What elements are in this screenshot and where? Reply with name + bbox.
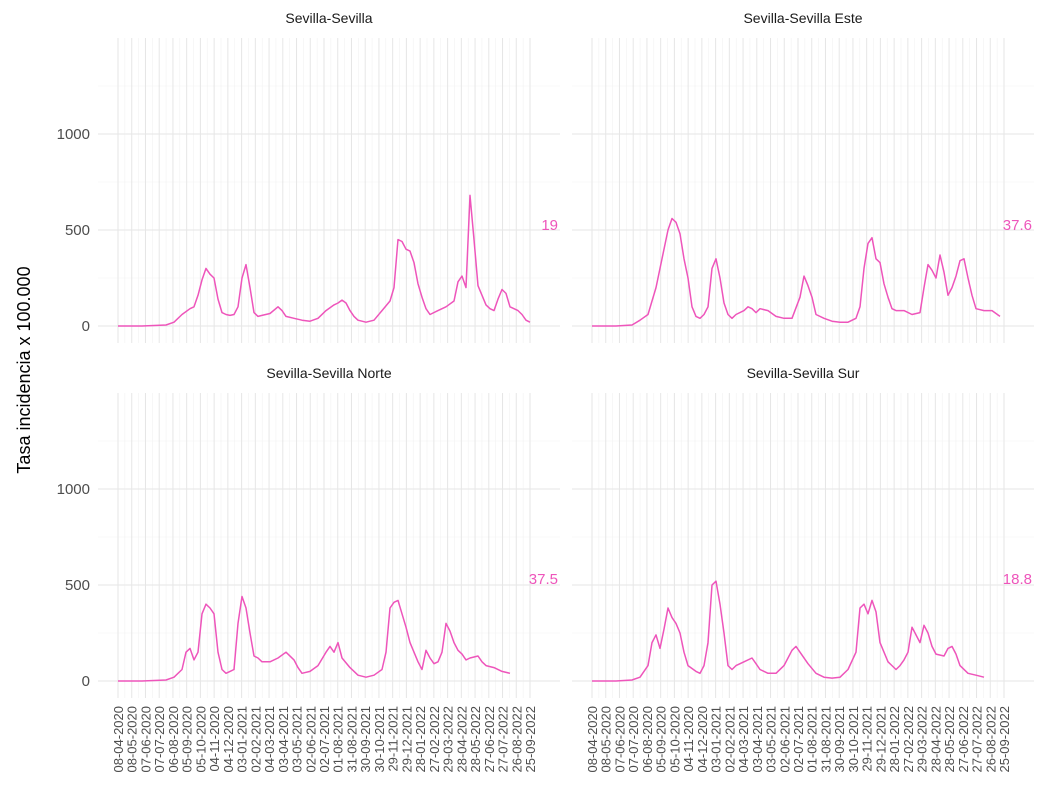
x-tick-label: 04-11-2020 xyxy=(207,706,222,772)
x-tick-label: 04-03-2021 xyxy=(262,706,277,773)
x-tick-label: 31-08-2021 xyxy=(819,706,834,773)
x-tick-label: 08-05-2020 xyxy=(125,706,140,773)
x-tick-label: 27-07-2022 xyxy=(970,706,985,773)
end-value-label: 19 xyxy=(541,217,558,234)
x-tick-label: 27-02-2022 xyxy=(901,706,916,773)
x-tick-label: 27-06-2022 xyxy=(956,706,971,773)
x-tick-label: 29-03-2022 xyxy=(915,706,930,773)
x-tick-label: 26-08-2022 xyxy=(983,706,998,773)
panel-title: Sevilla-Sevilla Sur xyxy=(747,365,860,381)
x-tick-label: 08-04-2020 xyxy=(585,706,600,773)
series-line xyxy=(592,580,985,682)
end-value-label: 18.8 xyxy=(1003,571,1032,588)
x-tick-label: 05-09-2020 xyxy=(180,706,195,773)
x-tick-label: 30-09-2021 xyxy=(832,706,847,773)
x-tick-label: 28-04-2022 xyxy=(928,706,943,773)
x-tick-label: 28-05-2022 xyxy=(468,706,483,773)
x-tick-label: 02-02-2021 xyxy=(722,706,737,773)
x-tick-label: 06-08-2020 xyxy=(166,706,181,773)
x-tick-label: 31-08-2021 xyxy=(345,706,360,773)
x-tick-label: 29-03-2022 xyxy=(441,706,456,773)
x-tick-label: 06-08-2020 xyxy=(640,706,655,773)
x-tick-label: 07-06-2020 xyxy=(139,706,154,773)
x-tick-label: 03-04-2021 xyxy=(750,706,765,773)
x-tick-label: 26-08-2022 xyxy=(509,706,524,773)
series-line xyxy=(118,595,511,682)
panel-title: Sevilla-Sevilla xyxy=(285,10,372,26)
x-tick-label: 03-04-2021 xyxy=(276,706,291,773)
x-tick-label: 01-08-2021 xyxy=(331,706,346,773)
panel-title: Sevilla-Sevilla Norte xyxy=(266,365,391,381)
x-tick-label: 02-02-2021 xyxy=(248,706,263,773)
x-tick-label: 05-10-2020 xyxy=(193,706,208,773)
x-tick-label: 27-07-2022 xyxy=(496,706,511,773)
x-tick-label: 28-01-2022 xyxy=(887,706,902,773)
y-tick-label: 0 xyxy=(82,318,90,335)
x-tick-label: 30-10-2021 xyxy=(372,706,387,773)
x-tick-label: 27-06-2022 xyxy=(482,706,497,773)
x-tick-label: 28-01-2022 xyxy=(413,706,428,773)
x-tick-label: 04-03-2021 xyxy=(736,706,751,773)
x-tick-label: 28-04-2022 xyxy=(454,706,469,773)
x-tick-label: 07-06-2020 xyxy=(613,706,628,773)
x-tick-label: 30-09-2021 xyxy=(358,706,373,773)
x-tick-label: 25-09-2022 xyxy=(523,706,538,773)
x-tick-label: 07-07-2020 xyxy=(152,706,167,773)
y-axis-label: Tasa incidencia x 100.000 xyxy=(14,266,34,473)
x-tick-label: 04-11-2020 xyxy=(681,706,696,772)
y-tick-label: 500 xyxy=(65,222,90,239)
x-tick-label: 02-07-2021 xyxy=(791,706,806,773)
end-value-label: 37.6 xyxy=(1003,217,1032,234)
x-tick-label: 02-07-2021 xyxy=(317,706,332,773)
x-tick-label: 28-05-2022 xyxy=(942,706,957,773)
x-tick-label: 03-05-2021 xyxy=(764,706,779,773)
x-tick-label: 03-01-2021 xyxy=(235,706,250,773)
x-tick-label: 08-05-2020 xyxy=(599,706,614,773)
x-tick-label: 30-10-2021 xyxy=(846,706,861,773)
x-tick-label: 29-11-2021 xyxy=(386,706,401,772)
panel-background xyxy=(98,393,560,698)
x-tick-label: 07-07-2020 xyxy=(626,706,641,773)
x-tick-label: 29-11-2021 xyxy=(860,706,875,772)
x-tick-label: 04-12-2020 xyxy=(695,706,710,773)
y-tick-label: 0 xyxy=(82,673,90,690)
x-tick-label: 05-10-2020 xyxy=(667,706,682,773)
x-tick-label: 05-09-2020 xyxy=(654,706,669,773)
x-tick-label: 02-06-2021 xyxy=(777,706,792,773)
x-tick-label: 08-04-2020 xyxy=(111,706,126,773)
panel-background xyxy=(98,38,560,343)
x-tick-label: 27-02-2022 xyxy=(427,706,442,773)
series-line xyxy=(592,217,1001,327)
y-tick-label: 500 xyxy=(65,577,90,594)
end-value-label: 37.5 xyxy=(529,571,558,588)
x-tick-label: 04-12-2020 xyxy=(221,706,236,773)
y-tick-label: 1000 xyxy=(57,481,90,498)
series-line xyxy=(118,194,531,327)
x-tick-label: 01-08-2021 xyxy=(805,706,820,773)
x-tick-label: 29-12-2021 xyxy=(873,706,888,773)
x-tick-label: 25-09-2022 xyxy=(997,706,1012,773)
x-tick-label: 29-12-2021 xyxy=(399,706,414,773)
panel-background xyxy=(572,393,1034,698)
y-tick-label: 1000 xyxy=(57,126,90,143)
panel-background xyxy=(572,38,1034,343)
x-tick-label: 02-06-2021 xyxy=(303,706,318,773)
panel-title: Sevilla-Sevilla Este xyxy=(743,10,862,26)
x-tick-label: 03-05-2021 xyxy=(290,706,305,773)
x-tick-label: 03-01-2021 xyxy=(709,706,724,773)
